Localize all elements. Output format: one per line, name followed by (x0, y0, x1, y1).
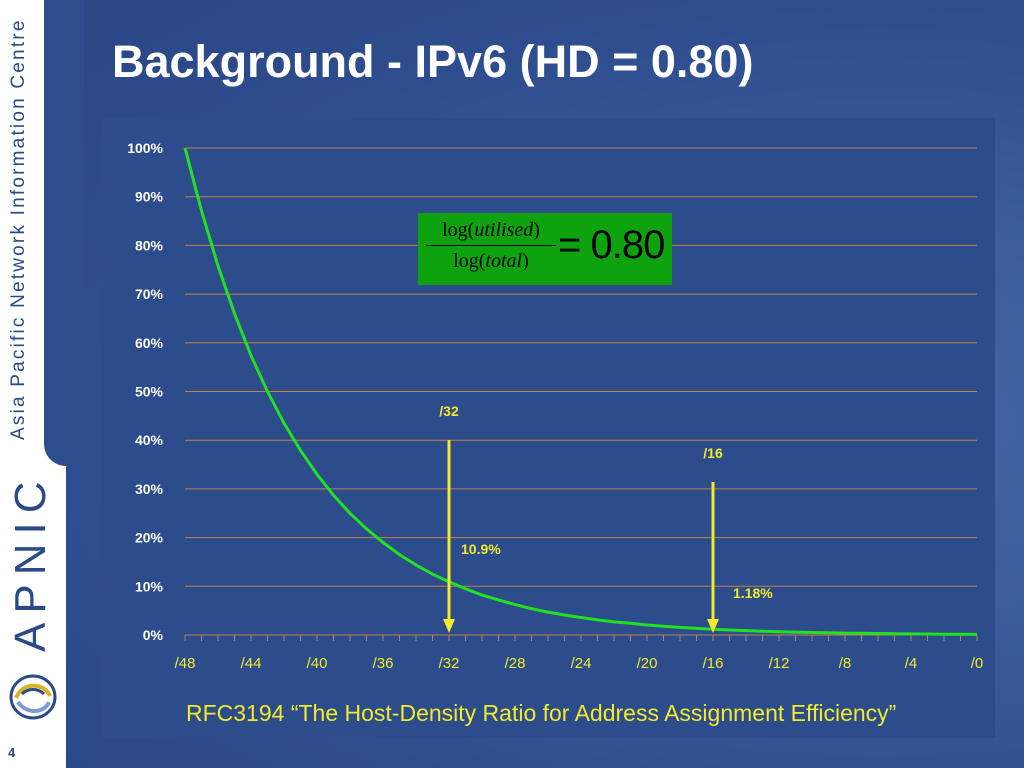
formula-numerator: log(utilised) (426, 219, 556, 246)
y-tick-label: 10% (135, 578, 164, 594)
x-tick-label: /48 (175, 655, 196, 672)
sidebar-notch (44, 0, 84, 466)
annotation-value: 10.9% (461, 541, 501, 557)
x-tick-label: /40 (307, 655, 328, 672)
formula-equals: = 0.80 (558, 223, 665, 267)
x-tick-label: /28 (505, 655, 526, 672)
x-tick-label: /16 (703, 655, 724, 672)
x-tick-label: /8 (839, 655, 852, 672)
annotation-value: 1.18% (733, 585, 773, 601)
x-tick-label: /0 (971, 655, 984, 672)
formula-fraction: log(utilised) log(total) (426, 219, 556, 273)
apnic-wordmark: APNIC (6, 472, 55, 652)
annotation-label: /32 (439, 403, 459, 419)
annotation-arrowhead (707, 619, 719, 633)
y-tick-label: 80% (135, 237, 164, 253)
organization-name: Asia Pacific Network Information Centre (8, 18, 29, 440)
y-tick-label: 90% (135, 189, 164, 205)
annotation-label: /16 (703, 445, 723, 461)
chart-caption: RFC3194 “The Host-Density Ratio for Addr… (186, 700, 897, 726)
y-tick-label: 100% (127, 140, 163, 156)
chart: 0% 10% 20% 30% 40% 50% 60% 70% 80% 90% 100% /48/44 /… (127, 140, 984, 672)
x-tick-label: /12 (769, 655, 790, 672)
y-tick-label: 40% (135, 432, 164, 448)
x-tick-label: /20 (637, 655, 658, 672)
x-tick-label: /4 (905, 655, 918, 672)
y-tick-label: 70% (135, 286, 164, 302)
data-series-line (183, 147, 978, 636)
y-tick-label: 30% (135, 481, 164, 497)
annotation-arrowhead (443, 619, 455, 633)
x-tick-label: /32 (439, 655, 460, 672)
apnic-logo-icon (9, 674, 57, 720)
slide-title: Background - IPv6 (HD = 0.80) (112, 36, 754, 87)
y-tick-label: 20% (135, 530, 164, 546)
formula-denominator: log(total) (453, 250, 529, 272)
x-tick-label: /24 (571, 655, 592, 672)
x-tick-label: /44 (241, 655, 262, 672)
y-tick-label: 0% (143, 627, 164, 643)
page-number: 4 (8, 745, 16, 760)
formula-box: log(utilised) log(total) = 0.80 (418, 213, 672, 285)
x-tick-label: /36 (373, 655, 394, 672)
y-tick-label: 50% (135, 384, 164, 400)
chart-panel: 0% 10% 20% 30% 40% 50% 60% 70% 80% 90% 100% /48/44 /… (101, 118, 995, 738)
y-tick-label: 60% (135, 335, 164, 351)
